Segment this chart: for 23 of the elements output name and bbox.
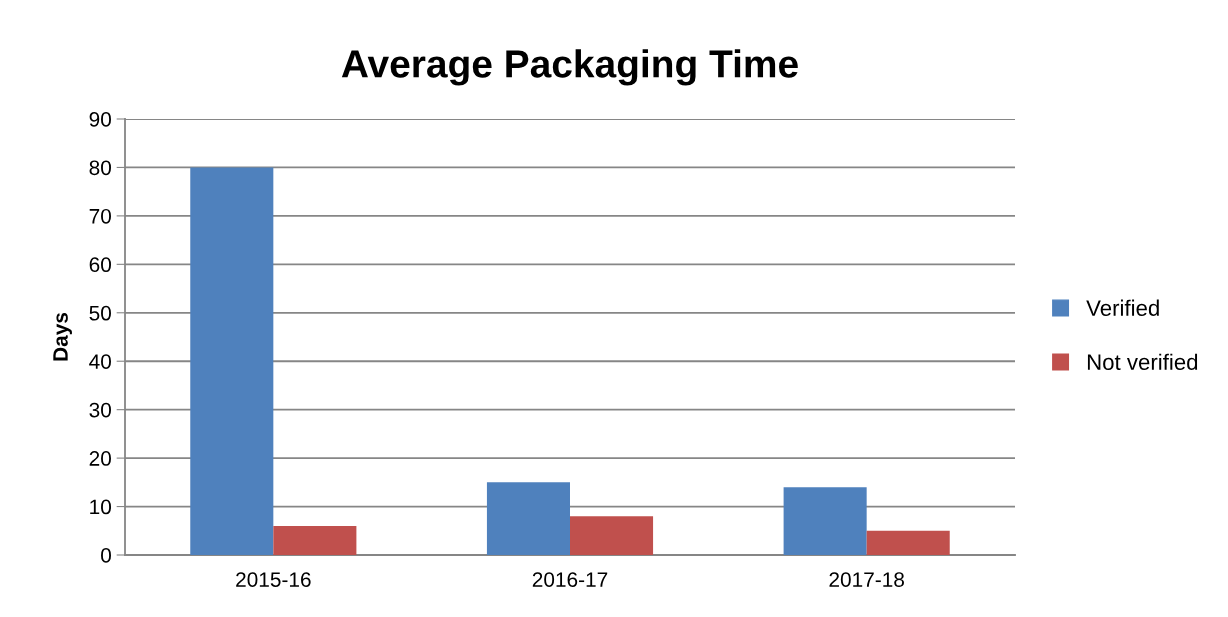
y-tick-label: 40 xyxy=(89,354,111,369)
y-tick-label: 30 xyxy=(89,402,111,418)
y-axis-title: Days xyxy=(53,312,72,361)
y-tick-label: 90 xyxy=(89,112,111,127)
y-tick-label: 0 xyxy=(101,548,111,563)
bar xyxy=(486,482,570,555)
y-tick-label: 50 xyxy=(89,305,111,321)
y-tick-label: 70 xyxy=(89,208,111,224)
x-tick-label: 2017-18 xyxy=(829,572,904,587)
bar xyxy=(866,530,950,555)
bar xyxy=(570,516,654,555)
y-tick-label: 60 xyxy=(89,257,111,273)
chart-title: Average Packaging Time xyxy=(341,49,798,86)
bar xyxy=(273,525,357,555)
x-tick-label: 2015-16 xyxy=(236,572,311,587)
legend-label: Verified xyxy=(1086,299,1159,316)
y-tick-label: 10 xyxy=(90,499,111,515)
y-tick-label: 20 xyxy=(89,451,111,466)
x-tick-label: 2016-17 xyxy=(532,572,608,587)
y-tick-label: 80 xyxy=(89,160,111,176)
legend-label: Not verified xyxy=(1087,353,1198,370)
bar xyxy=(190,167,274,555)
bar xyxy=(783,487,867,555)
